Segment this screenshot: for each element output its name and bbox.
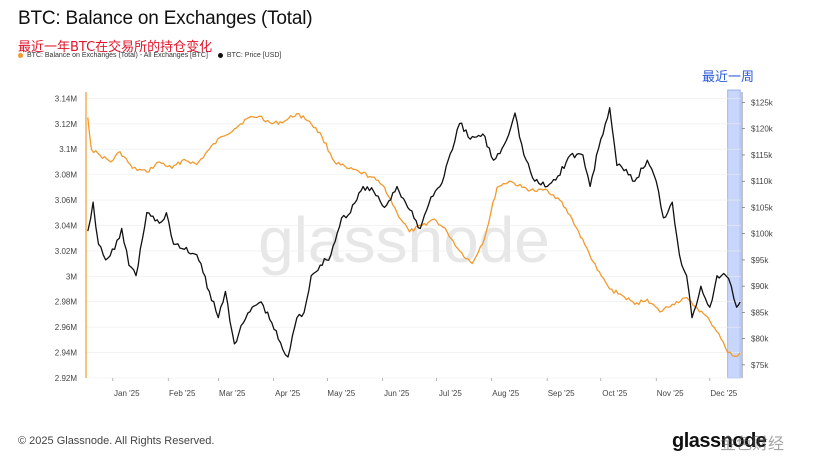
left-tick-label: 3.1M [59, 145, 77, 154]
x-tick-label: Jun '25 [384, 389, 410, 398]
recent-week-annotation: 最近一周 [702, 70, 755, 85]
copyright-footer: © 2025 Glassnode. All Rights Reserved. [18, 435, 215, 447]
right-tick-label: $120k [751, 125, 774, 134]
balance-series-line [87, 112, 741, 358]
highlight-band [727, 89, 741, 379]
right-tick-label: $100k [751, 230, 774, 239]
left-tick-label: 2.96M [55, 323, 78, 332]
x-tick-label: Dec '25 [710, 389, 737, 398]
price-series-line [87, 107, 741, 358]
legend-balance-swatch [18, 53, 23, 58]
legend-price-swatch [217, 53, 223, 58]
legend: BTC: Balance on Exchanges (Total) - All … [18, 52, 281, 59]
x-tick-label: Feb '25 [169, 389, 196, 398]
left-tick-label: 3.12M [55, 120, 78, 129]
right-tick-label: $75k [751, 361, 769, 370]
x-tick-label: Jan '25 [114, 389, 140, 398]
x-tick-label: Jul '25 [439, 389, 462, 398]
x-tick-label: Sep '25 [548, 389, 575, 398]
left-tick-label: 2.92M [55, 374, 78, 383]
right-tick-label: $125k [751, 98, 774, 107]
right-tick-label: $85k [751, 308, 769, 317]
chart-subtitle: 最近一年BTC在交易所的持仓变化 [18, 40, 213, 55]
legend-price-label: BTC: Price [USD] [226, 52, 282, 59]
right-tick-label: $95k [751, 256, 769, 265]
left-tick-label: 3.02M [55, 247, 78, 256]
left-tick-label: 3M [66, 272, 77, 281]
legend-item-balance[interactable]: BTC: Balance on Exchanges (Total) - All … [18, 52, 208, 59]
chart-title: BTC: Balance on Exchanges (Total) [18, 8, 313, 29]
left-tick-label: 3.14M [55, 94, 78, 103]
left-tick-label: 3.08M [55, 171, 78, 180]
x-tick-label: Nov '25 [657, 389, 684, 398]
right-tick-label: $105k [751, 203, 774, 212]
x-tick-label: Apr '25 [275, 389, 301, 398]
x-tick-label: Oct '25 [602, 389, 628, 398]
left-tick-label: 2.94M [55, 349, 78, 358]
right-tick-label: $80k [751, 335, 769, 344]
legend-item-price[interactable]: BTC: Price [USD] [217, 52, 282, 59]
right-tick-label: $110k [751, 177, 773, 186]
left-tick-label: 2.98M [55, 298, 78, 307]
x-tick-label: May '25 [327, 389, 355, 398]
left-tick-label: 3.06M [55, 196, 78, 205]
glassnode-logo: glassnode [672, 430, 767, 452]
right-tick-label: $115k [751, 151, 773, 160]
background-watermark: glassnode [258, 204, 550, 276]
right-tick-label: $90k [751, 282, 769, 291]
x-tick-label: Mar '25 [219, 389, 246, 398]
x-tick-label: Aug '25 [492, 389, 519, 398]
legend-balance-label: BTC: Balance on Exchanges (Total) - All … [27, 52, 208, 59]
left-tick-label: 3.04M [55, 221, 78, 230]
source-watermark: 金色财经 [720, 434, 785, 453]
